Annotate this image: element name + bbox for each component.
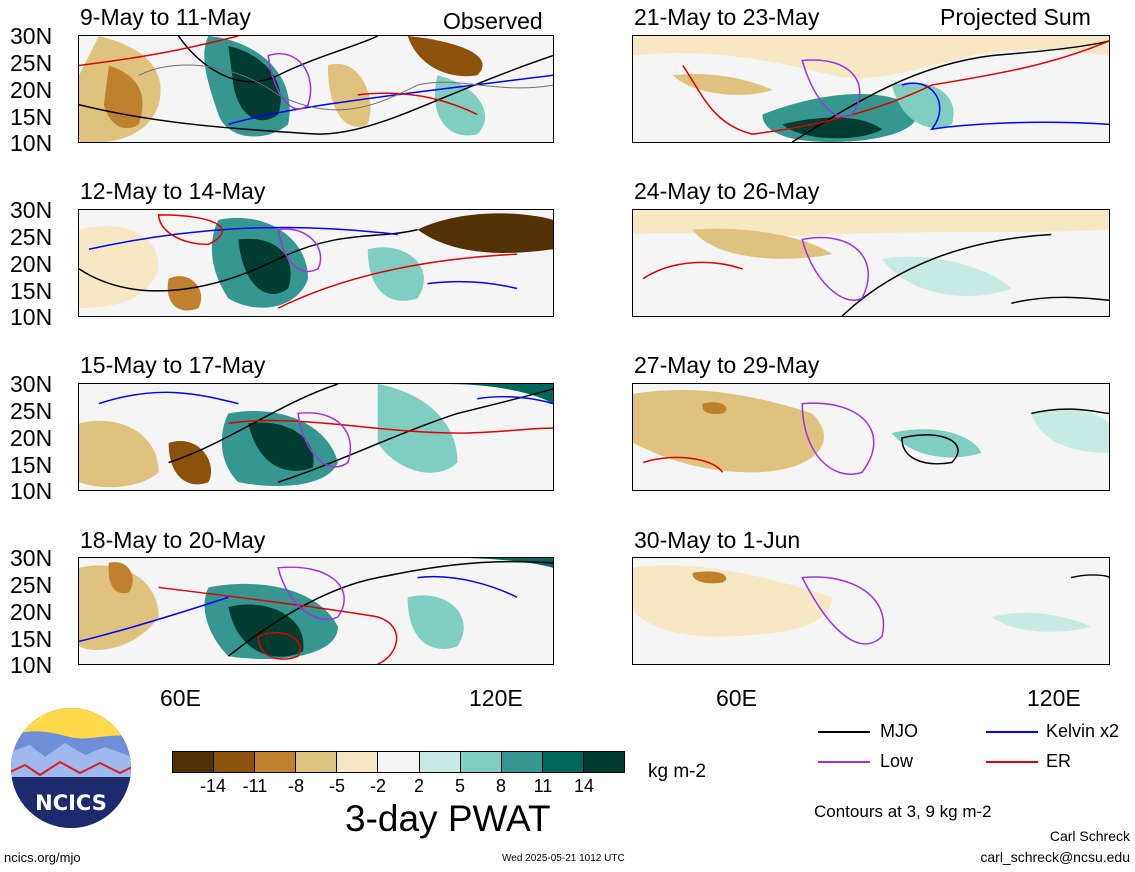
lat-label: 30N	[10, 197, 53, 223]
map-panel-projected-4	[632, 557, 1110, 665]
lat-label: 30N	[10, 371, 53, 397]
colorbar-tick: -8	[287, 776, 305, 796]
lat-label: 10N	[10, 478, 53, 504]
legend-er-line	[986, 761, 1038, 763]
author-email: carl_schreck@ncsu.edu	[980, 849, 1130, 865]
lon-label-left-60e: 60E	[160, 685, 201, 711]
map-panel-observed-2	[78, 209, 554, 317]
contours-note: Contours at 3, 9 kg m-2	[814, 802, 992, 821]
colorbar-swatch	[541, 752, 583, 772]
colorbar-swatch	[377, 752, 419, 772]
colorbar-swatch	[500, 752, 542, 772]
author-name: Carl Schreck	[1049, 828, 1130, 844]
panel-title-5: 15-May to 17-May	[80, 352, 266, 378]
lat-label: 10N	[10, 304, 53, 330]
legend-kelvin-label: Kelvin x2	[1046, 721, 1120, 741]
map-panel-projected-2	[632, 209, 1110, 317]
panel-title-4: 24-May to 26-May	[634, 178, 820, 204]
lat-label: 20N	[10, 425, 53, 451]
colorbar-title: 3-day PWAT	[345, 798, 551, 839]
lat-label: 25N	[10, 50, 53, 76]
colorbar-tick: 5	[454, 776, 466, 796]
lat-label: 30N	[10, 23, 53, 49]
colorbar-swatch	[418, 752, 460, 772]
panel-title-8: 30-May to 1-Jun	[634, 527, 801, 553]
colorbar	[172, 751, 625, 773]
lat-label: 20N	[10, 77, 53, 103]
map-panel-observed-1	[78, 35, 554, 143]
legend-kelvin-line	[986, 731, 1038, 733]
colorbar-tick: 11	[533, 776, 553, 796]
colorbar-units: kg m-2	[648, 761, 707, 782]
map-panel-projected-1	[632, 35, 1110, 143]
legend-low-line	[818, 761, 870, 763]
ncics-logo: NCICS	[10, 707, 132, 829]
panel-title-3: 12-May to 14-May	[80, 178, 266, 204]
lat-label: 15N	[10, 452, 53, 478]
projected-sum-label: Projected Sum	[940, 4, 1091, 30]
map-panel-observed-4	[78, 557, 554, 665]
legend-er-label: ER	[1046, 751, 1072, 771]
colorbar-tick: -2	[369, 776, 387, 796]
colorbar-swatch	[336, 752, 378, 772]
lat-label: 15N	[10, 278, 53, 304]
colorbar-swatch	[173, 752, 214, 772]
colorbar-tick: 8	[495, 776, 507, 796]
legend-mjo-label: MJO	[880, 721, 918, 741]
map-panel-observed-3	[78, 383, 554, 491]
lon-label-left-120e: 120E	[469, 685, 523, 711]
colorbar-tick: 2	[413, 776, 425, 796]
lat-label: 20N	[10, 251, 53, 277]
colorbar-swatch	[459, 752, 501, 772]
legend-mjo-line	[818, 731, 870, 733]
lat-label: 25N	[10, 398, 53, 424]
timestamp: Wed 2025-05-21 1012 UTC	[502, 853, 625, 864]
logo-text: NCICS	[35, 791, 107, 815]
lon-label-right-60e: 60E	[716, 685, 757, 711]
lon-label-right-120e: 120E	[1027, 685, 1081, 711]
colorbar-tick: -14	[199, 776, 227, 796]
lat-label: 20N	[10, 599, 53, 625]
colorbar-tick: -5	[328, 776, 346, 796]
lat-label: 10N	[10, 652, 53, 678]
panel-title-7: 18-May to 20-May	[80, 527, 266, 553]
colorbar-swatch	[254, 752, 296, 772]
colorbar-tick: -11	[242, 776, 268, 796]
map-panel-projected-3	[632, 383, 1110, 491]
lat-label: 30N	[10, 545, 53, 571]
lat-label: 15N	[10, 104, 53, 130]
observed-label: Observed	[443, 8, 543, 34]
panel-title-2: 21-May to 23-May	[634, 4, 820, 30]
colorbar-swatch	[295, 752, 337, 772]
legend-low-label: Low	[880, 751, 914, 771]
colorbar-swatch	[213, 752, 255, 772]
panel-title-6: 27-May to 29-May	[634, 352, 820, 378]
site-url[interactable]: ncics.org/mjo	[4, 850, 81, 865]
lat-label: 10N	[10, 130, 53, 156]
panel-title-1: 9-May to 11-May	[80, 4, 251, 30]
colorbar-swatch	[582, 752, 625, 772]
colorbar-tick: 14	[573, 776, 595, 796]
lat-label: 25N	[10, 224, 53, 250]
lat-label: 15N	[10, 626, 53, 652]
lat-label: 25N	[10, 572, 53, 598]
